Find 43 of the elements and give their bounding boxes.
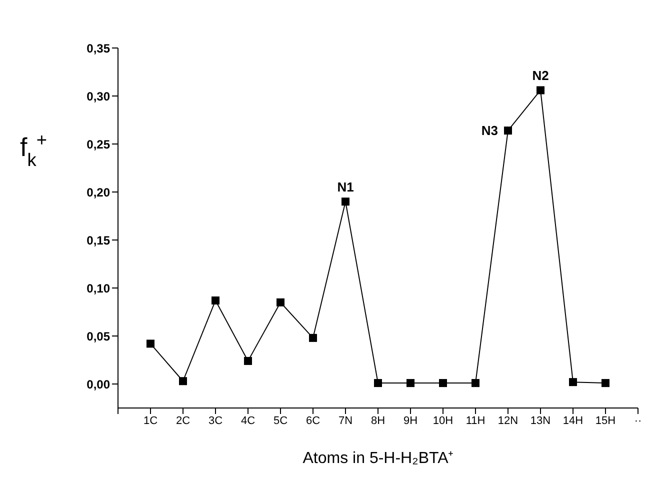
- point: [406, 379, 414, 388]
- y-tick-label: 0,10: [86, 281, 110, 296]
- x-tick-label: 8H: [370, 414, 386, 427]
- x-tick-label: 6C: [306, 414, 320, 427]
- x-tick-label: 7N: [338, 414, 353, 427]
- point: [504, 126, 512, 135]
- x-tick-label: 11H: [466, 414, 486, 427]
- x-tick-label: 3C: [208, 414, 223, 427]
- point: [536, 86, 544, 94]
- point: [244, 356, 252, 365]
- x-tick-label: 9H: [403, 414, 418, 427]
- point: [212, 296, 220, 304]
- x-tick-label: 2C: [176, 414, 190, 427]
- annotation: N2: [532, 68, 549, 84]
- point: [374, 379, 382, 388]
- x-tick-label: 15H: [595, 414, 616, 427]
- point: [439, 379, 447, 388]
- point: [569, 378, 577, 386]
- annotation: N1: [337, 180, 354, 195]
- point: [342, 198, 350, 206]
- x-tick-label: 14H: [562, 414, 584, 427]
- y-tick-label: 0,20: [86, 185, 110, 200]
- point: [179, 377, 187, 386]
- x-tick-label: 1C: [143, 414, 158, 427]
- x-tick-label: 13N: [530, 414, 551, 427]
- y-tick-label: 0,00: [86, 377, 110, 392]
- x-tick-label: 5C: [273, 414, 288, 427]
- point: [472, 379, 480, 388]
- y-tick-label: 0,35: [86, 41, 110, 56]
- x-tick-label: ··: [634, 414, 642, 427]
- y-tick-label: 0,15: [86, 233, 110, 248]
- point: [309, 334, 317, 342]
- point: [146, 340, 154, 348]
- x-axis-title: Atoms in 5-H-H₂BTA⁺: [302, 450, 454, 467]
- y-tick-label: 0,05: [86, 329, 110, 344]
- point: [276, 298, 284, 306]
- x-tick-label: 4C: [240, 414, 256, 427]
- y-tick-label: 0,25: [86, 137, 110, 152]
- x-tick-label: 10H: [432, 414, 454, 427]
- y-tick-label: 0,30: [86, 89, 110, 104]
- x-tick-label: 12N: [498, 414, 518, 427]
- point: [602, 379, 610, 388]
- annotation: N3: [481, 123, 498, 138]
